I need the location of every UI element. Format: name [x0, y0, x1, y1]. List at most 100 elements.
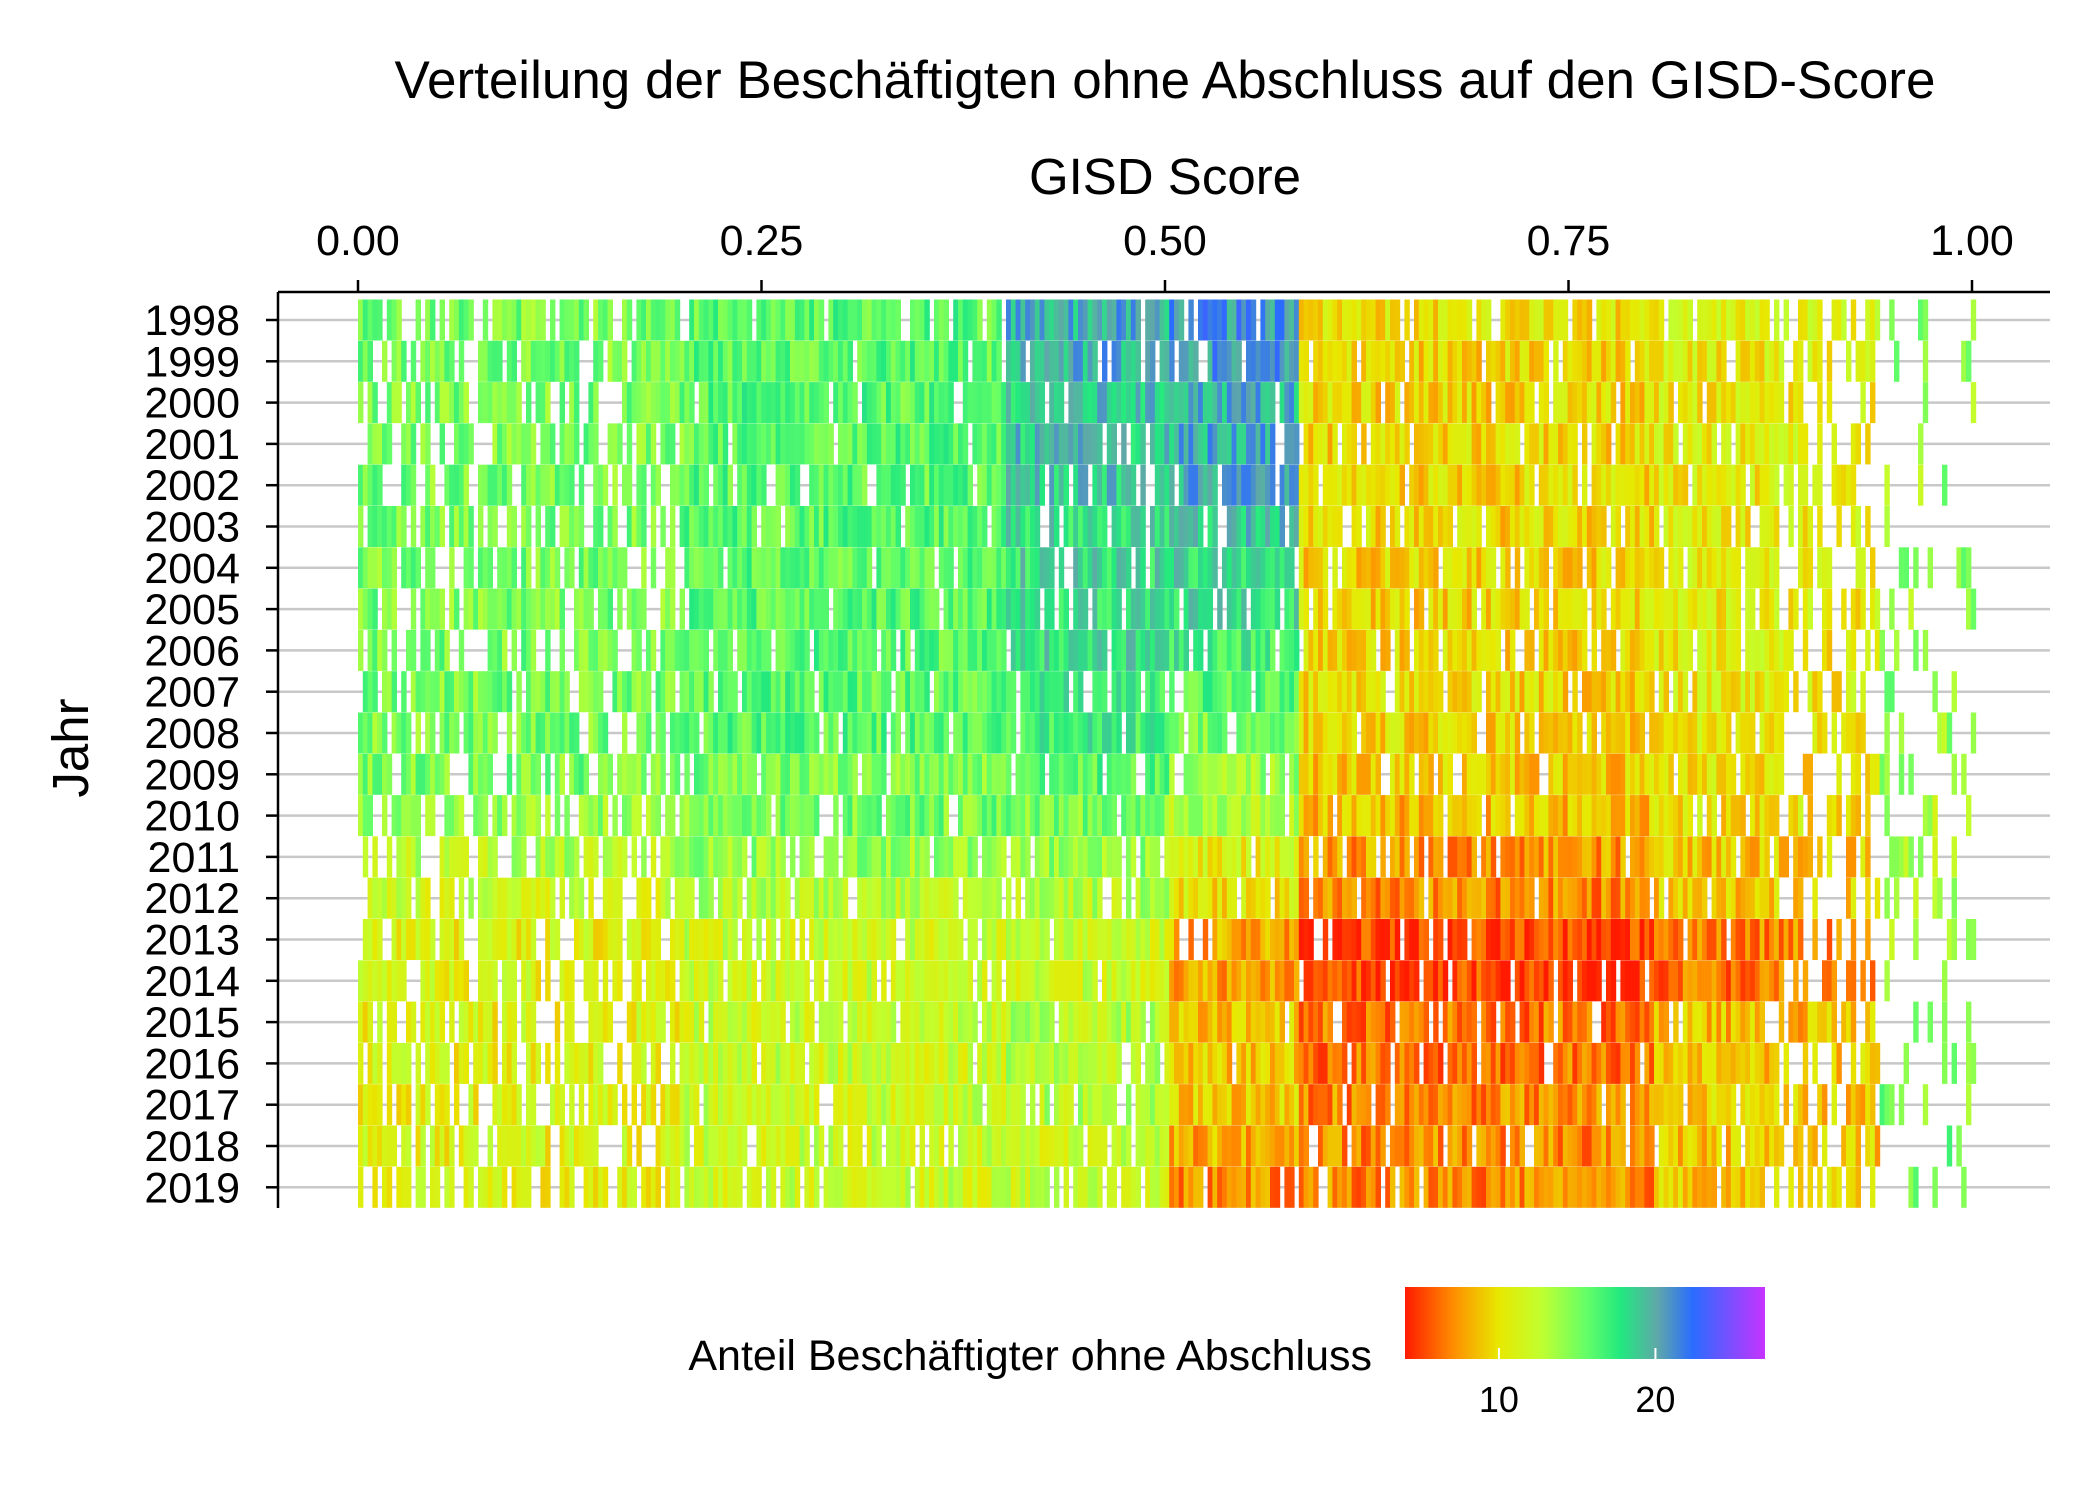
heat-cell: [742, 630, 747, 671]
heat-cell: [1611, 754, 1616, 795]
heat-cell: [771, 713, 776, 754]
heat-cell: [569, 300, 574, 341]
heat-cell: [1452, 423, 1457, 464]
heat-cell: [521, 836, 526, 877]
heat-cell: [1520, 589, 1525, 630]
heat-cell: [507, 713, 512, 754]
heat-cell: [1332, 382, 1337, 423]
heat-cell: [1760, 754, 1765, 795]
heat-cell: [1640, 1002, 1645, 1043]
heat-cell: [704, 300, 709, 341]
heat-cell: [1452, 1002, 1457, 1043]
heat-cell: [1798, 795, 1803, 836]
heat-cell: [1548, 465, 1553, 506]
heat-cell: [992, 878, 997, 919]
heat-cell: [699, 547, 704, 588]
heat-cell: [713, 423, 718, 464]
heat-cell: [1457, 713, 1462, 754]
heat-cell: [1644, 300, 1649, 341]
heat-cell: [1740, 1002, 1745, 1043]
heat-cell: [1625, 547, 1630, 588]
heat-cell: [1078, 506, 1083, 547]
heat-cell: [488, 465, 493, 506]
heat-cell: [876, 589, 881, 630]
heat-cell: [488, 382, 493, 423]
heat-cell: [1280, 341, 1285, 382]
heat-cell: [1784, 465, 1789, 506]
heat-cell: [939, 341, 944, 382]
heat-cell: [1107, 960, 1112, 1001]
heat-cell: [1702, 300, 1707, 341]
heat-cell: [704, 382, 709, 423]
heat-cell: [732, 754, 737, 795]
heat-cell: [1006, 506, 1011, 547]
heat-cell: [526, 671, 531, 712]
heat-cell: [1174, 506, 1179, 547]
heat-cell: [1241, 960, 1246, 1001]
heat-cell: [1366, 465, 1371, 506]
heat-cell: [1721, 506, 1726, 547]
heat-cell: [1774, 547, 1779, 588]
heat-cell: [920, 960, 925, 1001]
heat-cell: [584, 795, 589, 836]
heatmap-row: [358, 630, 1928, 671]
heat-cell: [1688, 630, 1693, 671]
heat-cell: [689, 547, 694, 588]
heat-cell: [1107, 300, 1112, 341]
heat-cell: [358, 713, 363, 754]
heat-cell: [1395, 630, 1400, 671]
heat-cell: [1059, 795, 1064, 836]
heat-cell: [1553, 547, 1558, 588]
heat-cell: [1668, 589, 1673, 630]
heat-cell: [1697, 423, 1702, 464]
heat-cell: [579, 589, 584, 630]
heat-cell: [680, 630, 685, 671]
heat-cell: [416, 547, 421, 588]
heat-cell: [1851, 795, 1856, 836]
heat-cell: [1304, 1002, 1309, 1043]
heat-cell: [1491, 547, 1496, 588]
heat-cell: [1524, 589, 1529, 630]
heat-cell: [1121, 630, 1126, 671]
heat-cell: [1568, 465, 1573, 506]
heat-cell: [1601, 547, 1606, 588]
heat-cell: [1217, 795, 1222, 836]
heat-cell: [761, 795, 766, 836]
heat-cell: [507, 919, 512, 960]
heat-cell: [747, 919, 752, 960]
heat-cell: [564, 671, 569, 712]
heat-cell: [1294, 878, 1299, 919]
heat-cell: [1788, 589, 1793, 630]
heat-cell: [1750, 589, 1755, 630]
heat-cell: [891, 589, 896, 630]
heat-cell: [1726, 713, 1731, 754]
heat-cell: [1510, 671, 1515, 712]
heat-cell: [1668, 919, 1673, 960]
heat-cell: [1260, 878, 1265, 919]
heat-cell: [1150, 423, 1155, 464]
heat-cell: [1025, 919, 1030, 960]
heat-cell: [896, 465, 901, 506]
heat-cell: [1025, 382, 1030, 423]
heat-cell: [1808, 341, 1813, 382]
heat-cell: [1155, 713, 1160, 754]
heat-cell: [963, 300, 968, 341]
heat-cell: [531, 754, 536, 795]
heat-cell: [1424, 671, 1429, 712]
heat-cell: [824, 836, 829, 877]
heat-cell: [948, 547, 953, 588]
heat-cell: [1630, 1002, 1635, 1043]
heat-cell: [1131, 754, 1136, 795]
heat-cell: [1280, 630, 1285, 671]
heat-cell: [924, 795, 929, 836]
heat-cell: [1203, 589, 1208, 630]
heat-cell: [1040, 671, 1045, 712]
heat-cell: [1668, 506, 1673, 547]
heat-cell: [617, 960, 622, 1001]
heat-cell: [1673, 878, 1678, 919]
heat-cell: [934, 713, 939, 754]
heat-cell: [1256, 795, 1261, 836]
heat-cell: [670, 506, 675, 547]
heat-cell: [1246, 506, 1251, 547]
heat-cell: [1793, 795, 1798, 836]
